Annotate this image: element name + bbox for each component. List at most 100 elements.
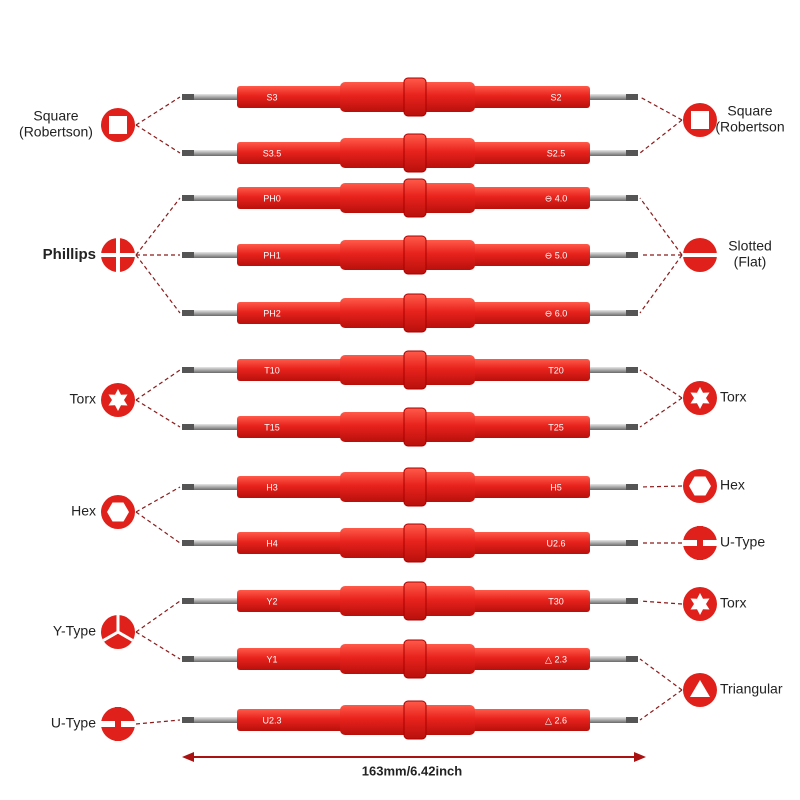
collar [403, 350, 427, 390]
icon-shape [102, 630, 119, 642]
type-label: Triangular [720, 681, 783, 697]
tip-right [626, 598, 638, 604]
bit-label-left: T15 [264, 422, 280, 432]
bit-label-left: H4 [266, 538, 278, 548]
bit-label-left: H3 [266, 482, 278, 492]
type-label: (Robertson [715, 119, 784, 135]
collar [403, 407, 427, 447]
bit-label-left: S3 [266, 92, 277, 102]
bit-label-right: T20 [548, 365, 564, 375]
screwdriver-bit: T15 T25 [182, 407, 638, 447]
collar [403, 133, 427, 173]
tip-right [626, 252, 638, 258]
tip-right [626, 424, 638, 430]
screwdriver-bit: S3 S2 [182, 77, 638, 117]
bit-label-left: Y1 [266, 654, 277, 664]
connector [639, 119, 683, 154]
bit-label-right: ⊖ 5.0 [545, 250, 568, 260]
tip-left [182, 656, 194, 662]
icon-shape [690, 387, 710, 409]
tip-right [626, 717, 638, 723]
icon-shape [108, 389, 128, 411]
bit-label-right: ⊖ 4.0 [545, 193, 568, 203]
type-icon [683, 526, 717, 560]
type-label: Phillips [43, 246, 96, 263]
screwdriver-bit: T10 T20 [182, 350, 638, 390]
screwdriver-bit: H4 U2.6 [182, 523, 638, 563]
type-icon [101, 238, 135, 272]
connector [639, 254, 683, 314]
type-label: Torx [70, 391, 96, 407]
type-label: Torx [720, 389, 746, 405]
bit-label-right: S2 [550, 92, 561, 102]
collar [403, 77, 427, 117]
type-icon [683, 469, 717, 503]
tip-left [182, 252, 194, 258]
icon-shape [117, 630, 134, 642]
tip-left [182, 94, 194, 100]
collar [403, 467, 427, 507]
bit-label-left: U2.3 [262, 715, 281, 725]
bit-label-left: Y2 [266, 596, 277, 606]
connector [639, 397, 683, 428]
type-label: Slotted [728, 238, 772, 254]
connector [135, 197, 181, 256]
connector [639, 658, 683, 691]
type-label: Torx [720, 595, 746, 611]
tip-left [182, 540, 194, 546]
connector [135, 631, 181, 660]
type-icon [683, 587, 717, 621]
collar [403, 639, 427, 679]
icon-shape [683, 253, 717, 257]
tip-right [626, 310, 638, 316]
connector [135, 399, 181, 428]
type-icon [101, 383, 135, 417]
type-label: Hex [720, 477, 745, 493]
tip-right [626, 540, 638, 546]
type-icon [683, 238, 717, 272]
screwdriver-bit: PH1 ⊖ 5.0 [182, 235, 638, 275]
icon-shape [107, 502, 129, 522]
bit-label-right: △ 2.3 [545, 654, 567, 664]
bit-label-right: H5 [550, 482, 562, 492]
connector [135, 719, 181, 725]
screwdriver-bit: H3 H5 [182, 467, 638, 507]
tip-right [626, 94, 638, 100]
tip-right [626, 367, 638, 373]
screwdriver-bit: PH2 ⊖ 6.0 [182, 293, 638, 333]
icon-shape [697, 526, 703, 560]
collar [403, 523, 427, 563]
tip-right [626, 150, 638, 156]
connector [639, 689, 683, 721]
collar [403, 700, 427, 740]
connector [135, 124, 181, 154]
type-label: Hex [71, 503, 96, 519]
tip-right [626, 656, 638, 662]
bit-label-right: T30 [548, 596, 564, 606]
tip-left [182, 195, 194, 201]
type-label: Square [33, 108, 78, 124]
dimension-label: 163mm/6.42inch [362, 763, 463, 778]
type-icon [683, 103, 717, 137]
type-label: (Flat) [734, 254, 767, 270]
screwdriver-bit: Y2 T30 [182, 581, 638, 621]
bit-label-right: T25 [548, 422, 564, 432]
bit-label-right: U2.6 [546, 538, 565, 548]
tip-right [626, 484, 638, 490]
connector [639, 197, 683, 256]
type-icon [101, 615, 135, 649]
tip-left [182, 150, 194, 156]
tip-left [182, 367, 194, 373]
bit-label-right: ⊖ 6.0 [545, 308, 568, 318]
icon-shape [689, 476, 711, 496]
type-icon [101, 108, 135, 142]
type-label: U-Type [51, 715, 96, 731]
connector [135, 486, 181, 513]
tip-left [182, 717, 194, 723]
type-icon [683, 381, 717, 415]
bit-label-left: S3.5 [263, 148, 282, 158]
screwdriver-bit: S3.5 S2.5 [182, 133, 638, 173]
bit-label-left: PH2 [263, 308, 281, 318]
collar [403, 235, 427, 275]
